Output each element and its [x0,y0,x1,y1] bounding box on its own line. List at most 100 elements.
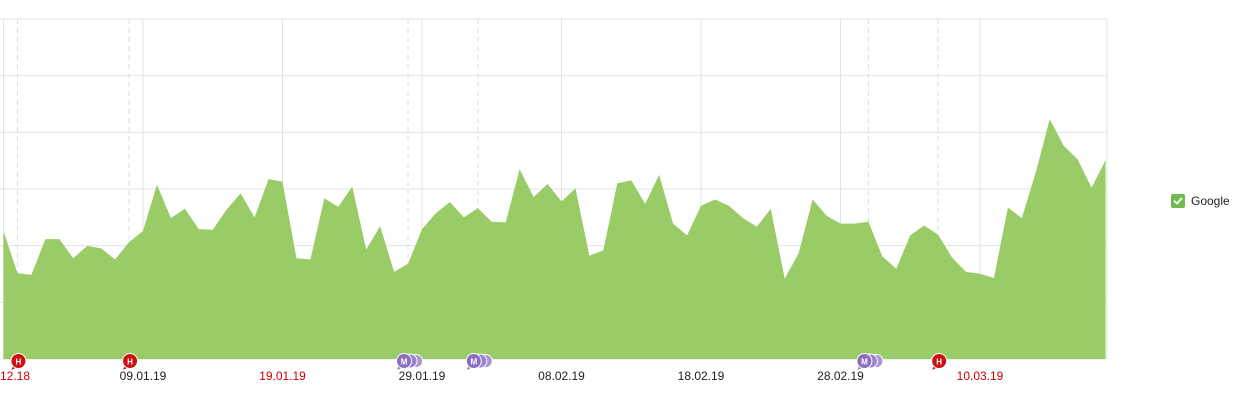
data-point[interactable] [42,236,48,242]
data-point[interactable] [782,276,788,282]
data-point[interactable] [224,206,230,212]
data-point[interactable] [70,255,76,261]
data-point[interactable] [377,223,383,229]
event-marker-m[interactable]: M [396,353,424,371]
data-point[interactable] [112,256,118,262]
data-point[interactable] [600,247,606,253]
data-point[interactable] [475,205,481,211]
data-point[interactable] [712,197,718,203]
data-point[interactable] [531,194,537,200]
data-point[interactable] [14,270,20,276]
data-point[interactable] [182,206,188,212]
data-point[interactable] [84,243,90,249]
data-point[interactable] [1061,143,1067,149]
data-point[interactable] [684,232,690,238]
event-marker-letter: H [936,358,942,367]
data-point[interactable] [405,261,411,267]
event-marker-letter: M [470,358,477,367]
data-point[interactable] [126,239,132,245]
data-point[interactable] [865,219,871,225]
legend-item-google[interactable]: Google [1171,194,1230,208]
data-point[interactable] [1019,215,1025,221]
data-point[interactable] [1089,185,1095,191]
data-point[interactable] [321,195,327,201]
x-axis: 12.18 09.01.19 19.01.19 29.01.19 08.02.19 18.… [0,369,1004,383]
data-point[interactable] [698,203,704,209]
data-point[interactable] [238,190,244,196]
data-point[interactable] [656,172,662,178]
data-point[interactable] [1005,205,1011,211]
data-point[interactable] [670,221,676,227]
event-marker-h[interactable]: H [122,353,139,371]
data-point[interactable] [907,232,913,238]
data-point[interactable] [726,203,732,209]
data-point[interactable] [168,215,174,221]
data-point[interactable] [879,253,885,259]
event-marker-letter: M [861,358,868,367]
data-point[interactable] [1103,157,1109,163]
data-point[interactable] [489,219,495,225]
x-tick-label: 08.02.19 [538,369,585,383]
legend-label: Google [1191,194,1230,208]
data-point[interactable] [28,272,34,278]
data-point[interactable] [447,199,453,205]
data-point[interactable] [196,226,202,232]
data-point[interactable] [572,185,578,191]
x-tick-label: 29.01.19 [399,369,446,383]
data-point[interactable] [433,210,439,216]
data-point[interactable] [363,247,369,253]
data-point[interactable] [642,201,648,207]
data-point[interactable] [98,245,104,251]
data-point[interactable] [921,222,927,228]
data-point[interactable] [796,250,802,256]
data-point[interactable] [335,204,341,210]
data-point[interactable] [893,266,899,272]
data-point[interactable] [280,179,286,185]
data-point[interactable] [810,197,816,203]
data-point[interactable] [768,206,774,212]
data-point[interactable] [419,226,425,232]
data-point[interactable] [293,255,299,261]
data-point[interactable] [1047,116,1053,122]
data-point[interactable] [935,232,941,238]
data-point[interactable] [1075,156,1081,162]
data-point[interactable] [1,228,7,234]
data-point[interactable] [754,224,760,230]
legend-checkbox[interactable] [1171,194,1185,208]
data-point[interactable] [991,275,997,281]
data-point[interactable] [614,180,620,186]
data-point[interactable] [154,182,160,188]
data-point[interactable] [391,269,397,275]
event-marker-h[interactable]: H [10,353,27,371]
data-point[interactable] [307,256,313,262]
data-point[interactable] [963,269,969,275]
data-point[interactable] [977,271,983,277]
data-point[interactable] [461,214,467,220]
data-point[interactable] [628,177,634,183]
event-marker-m[interactable]: M [465,353,493,371]
data-point[interactable] [949,255,955,261]
data-point[interactable] [559,198,565,204]
data-point[interactable] [56,236,62,242]
x-tick-label: 12.18 [0,369,30,383]
data-point[interactable] [266,176,272,182]
x-tick-label: 09.01.19 [120,369,167,383]
x-tick-label: 19.01.19 [259,369,306,383]
event-marker-h[interactable]: H [931,353,948,371]
data-point[interactable] [851,221,857,227]
data-point[interactable] [1033,169,1039,175]
data-point[interactable] [349,184,355,190]
data-point[interactable] [210,227,216,233]
data-point[interactable] [140,228,146,234]
data-point[interactable] [545,181,551,187]
data-point[interactable] [586,253,592,259]
data-point[interactable] [740,215,746,221]
data-point[interactable] [824,213,830,219]
data-point[interactable] [503,219,509,225]
checkmark-icon [1173,197,1183,205]
data-point[interactable] [517,166,523,172]
data-point[interactable] [252,214,258,220]
event-marker-m[interactable]: M [856,353,884,371]
data-point[interactable] [838,221,844,227]
